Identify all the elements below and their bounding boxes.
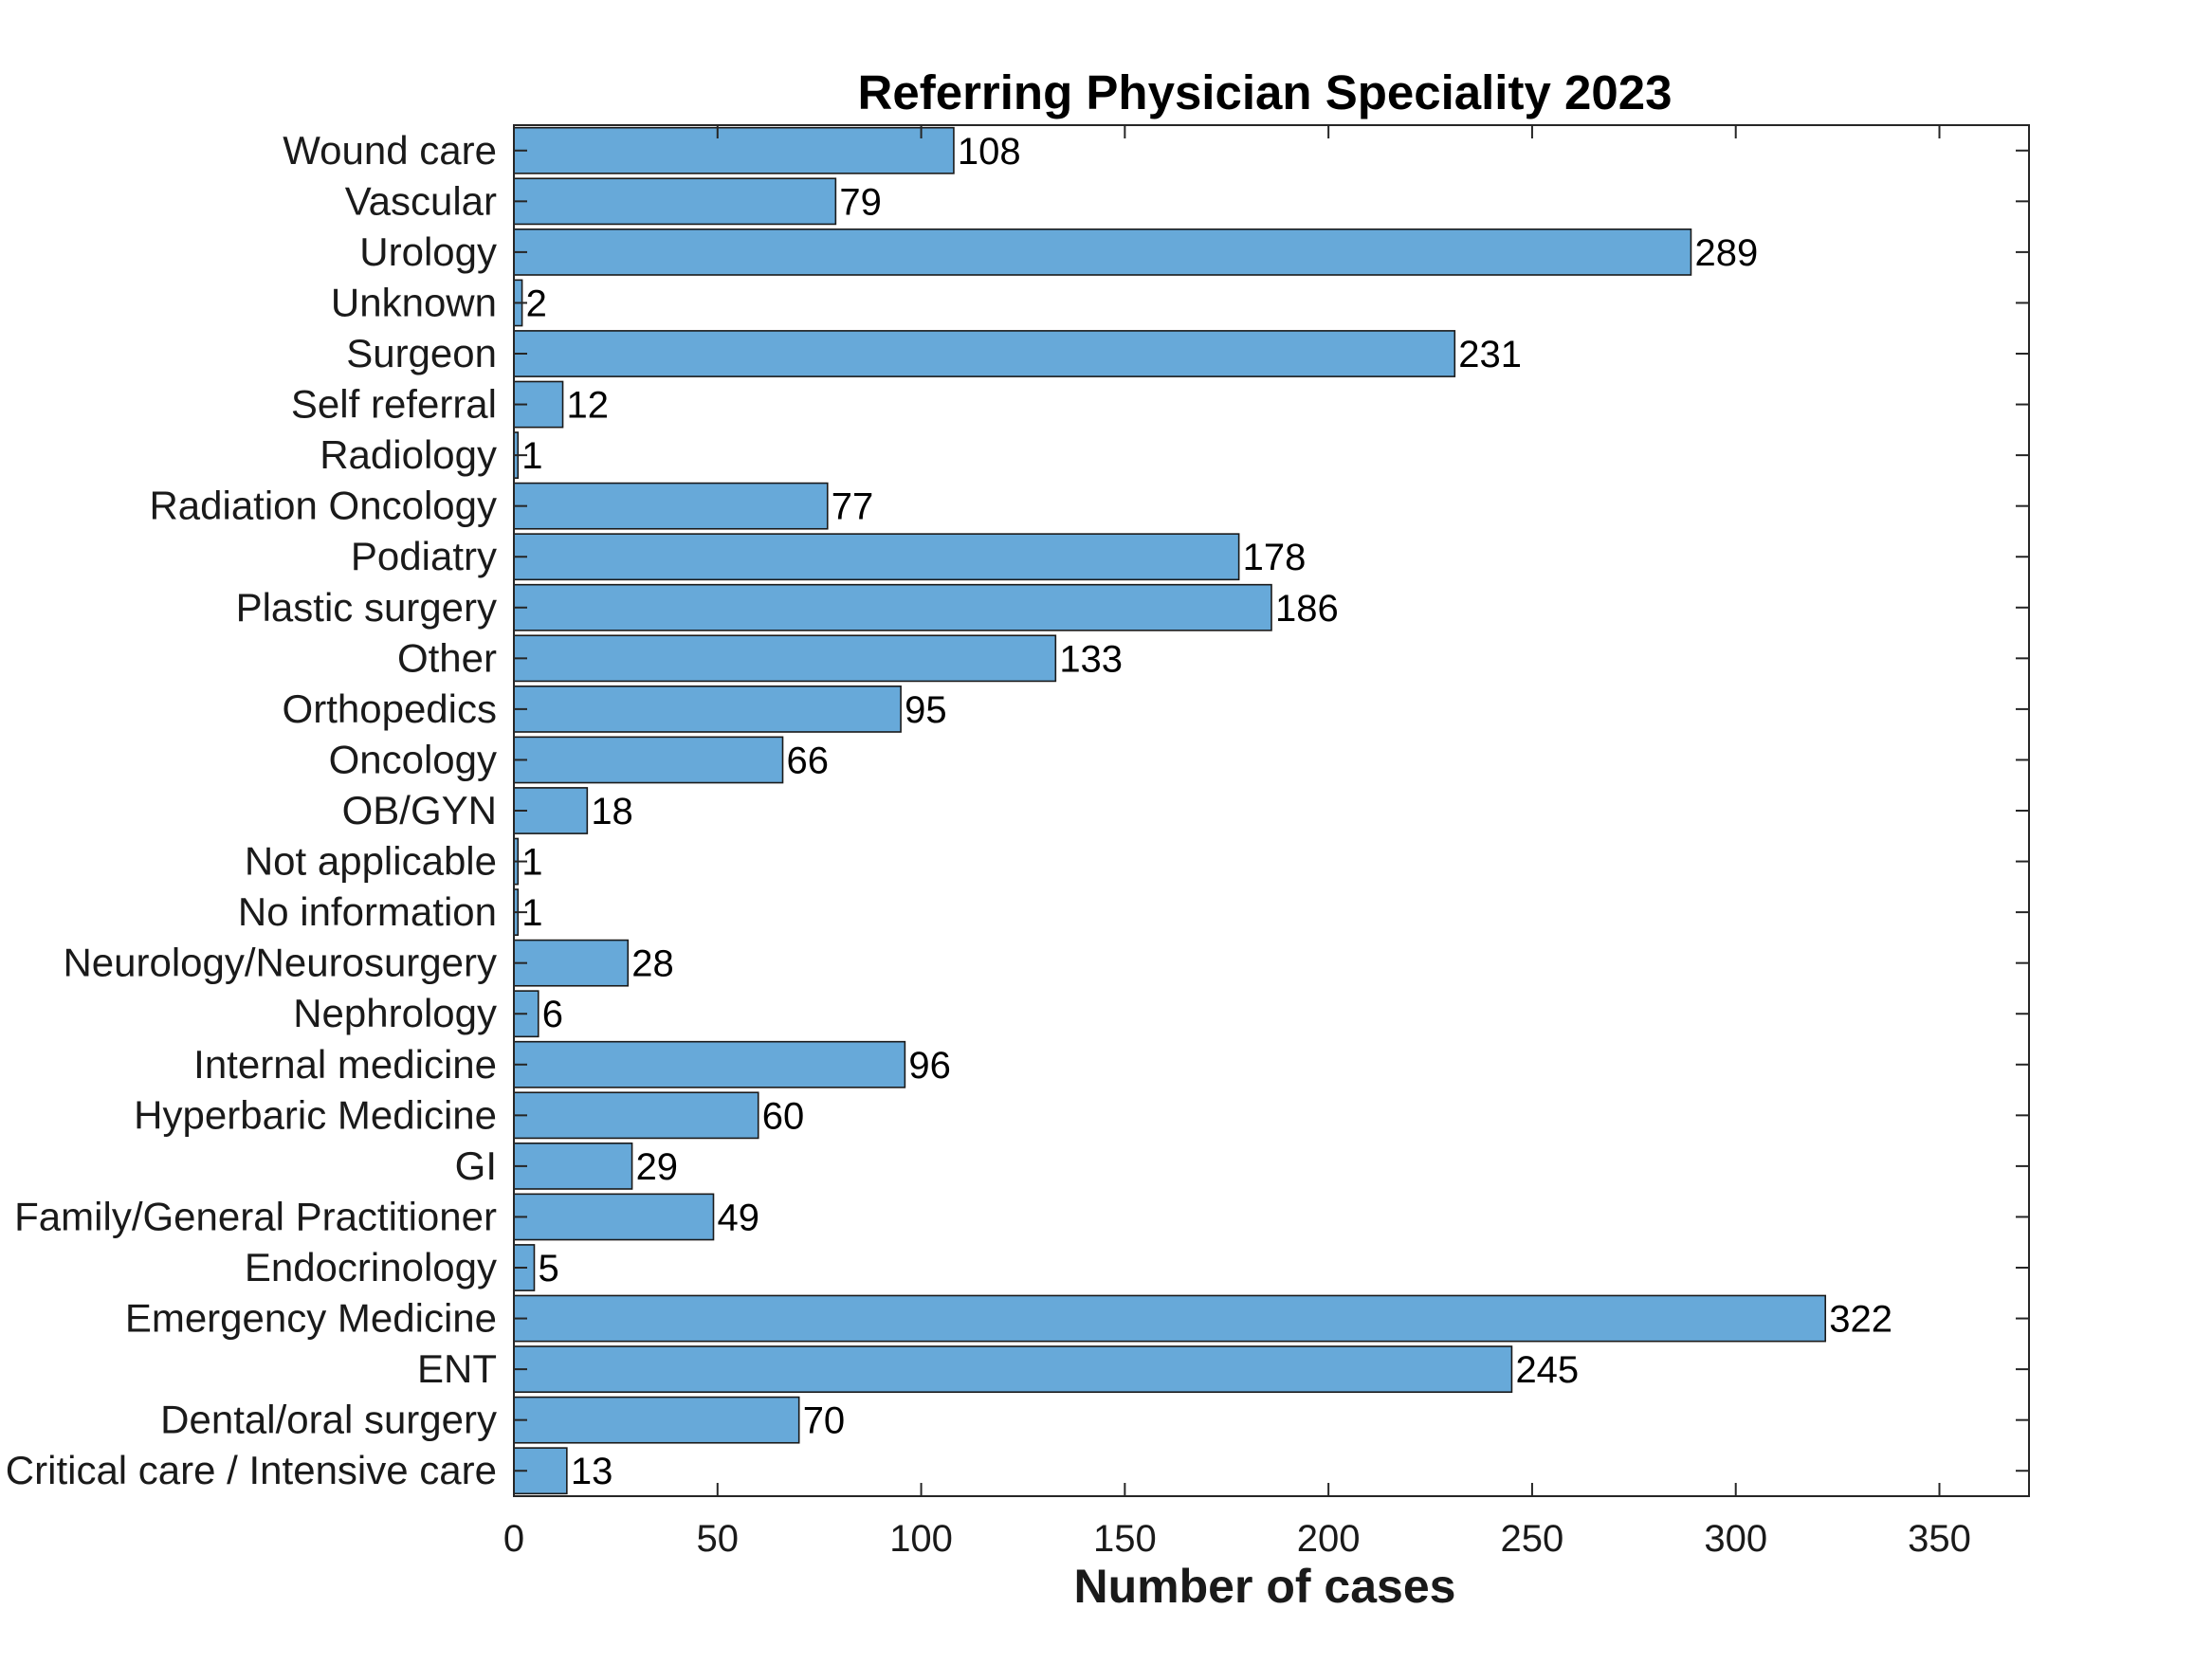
bar	[513, 1345, 1513, 1394]
bars-layer: 108 79 289 2 231 12 1 77 178 186 133 95 66 18 1 1 28 6 96 6…	[513, 126, 1892, 1495]
value-label: 6	[542, 994, 563, 1035]
value-label: 186	[1275, 588, 1339, 630]
value-label: 1	[521, 842, 542, 884]
category-label: Endocrinology	[245, 1245, 497, 1289]
value-label: 60	[762, 1095, 805, 1137]
category-label: Urology	[359, 229, 497, 274]
bar	[513, 1396, 800, 1444]
x-tick-label: 250	[1501, 1518, 1564, 1560]
category-label: Unknown	[331, 280, 497, 324]
x-tick-label: 100	[889, 1518, 953, 1560]
bar	[513, 736, 784, 784]
category-label: Plastic surgery	[236, 585, 497, 630]
x-axis-title: Number of cases	[1074, 1560, 1456, 1613]
category-label: Hyperbaric Medicine	[134, 1092, 497, 1137]
value-label: 29	[636, 1146, 679, 1188]
value-label: 49	[717, 1197, 759, 1238]
category-label: Podiatry	[351, 534, 497, 578]
value-label: 18	[591, 791, 633, 832]
bar	[513, 533, 1240, 581]
axes-layer: Wound care Vascular Urology Unknown Surgeon S…	[6, 124, 2030, 1560]
value-label: 70	[803, 1400, 846, 1442]
value-label: 79	[839, 181, 882, 223]
category-label: Dental/oral surgery	[160, 1398, 497, 1442]
category-label: Other	[397, 635, 497, 680]
value-label: 289	[1694, 232, 1758, 274]
category-label: Vascular	[345, 178, 497, 223]
category-label: Not applicable	[245, 839, 497, 884]
x-tick-label: 300	[1704, 1518, 1767, 1560]
x-tick-label: 350	[1908, 1518, 1971, 1560]
category-label: Nephrology	[293, 991, 497, 1035]
value-label: 178	[1243, 537, 1307, 578]
bar	[513, 1294, 1827, 1343]
x-tick-label: 0	[503, 1518, 524, 1560]
bar	[513, 634, 1057, 683]
bar	[513, 126, 955, 174]
bar	[513, 1193, 715, 1241]
bar	[513, 482, 829, 530]
value-label: 13	[571, 1451, 613, 1492]
category-label: No information	[238, 889, 497, 934]
value-label: 28	[631, 943, 674, 985]
category-label: Self referral	[291, 382, 497, 427]
bar	[513, 1091, 759, 1140]
x-tick-label: 50	[697, 1518, 740, 1560]
bar	[513, 228, 1692, 276]
category-label: GI	[455, 1143, 497, 1188]
category-label: Family/General Practitioner	[14, 1194, 497, 1238]
value-label: 5	[538, 1248, 558, 1289]
value-label: 66	[787, 740, 830, 781]
value-label: 77	[832, 486, 874, 528]
category-label: Wound care	[283, 128, 497, 173]
bar	[513, 685, 902, 733]
category-label: Internal medicine	[193, 1042, 497, 1087]
category-label: Radiology	[320, 432, 497, 477]
x-tick-label: 200	[1297, 1518, 1361, 1560]
category-label: Oncology	[329, 737, 497, 781]
category-label: Critical care / Intensive care	[6, 1448, 497, 1492]
category-label: Emergency Medicine	[125, 1296, 497, 1341]
value-label: 245	[1515, 1349, 1579, 1391]
value-label: 96	[908, 1045, 951, 1087]
bar	[513, 939, 630, 987]
bar	[513, 1142, 633, 1190]
bar	[513, 330, 1456, 377]
value-label: 1	[521, 435, 542, 477]
category-label: Neurology/Neurosurgery	[63, 941, 497, 985]
category-label: OB/GYN	[342, 788, 497, 832]
value-label: 108	[958, 131, 1021, 173]
category-label: Radiation Oncology	[149, 484, 497, 528]
category-label: Surgeon	[346, 331, 497, 375]
value-label: 1	[521, 892, 542, 934]
x-tick-label: 150	[1093, 1518, 1157, 1560]
value-label: 2	[526, 283, 547, 324]
bar	[513, 177, 837, 226]
category-label: Orthopedics	[283, 686, 497, 731]
value-label: 133	[1059, 638, 1123, 680]
bar	[513, 583, 1272, 631]
value-label: 322	[1829, 1299, 1892, 1341]
value-label: 95	[905, 689, 947, 731]
bar	[513, 1040, 906, 1088]
value-label: 12	[567, 385, 610, 427]
value-label: 231	[1458, 334, 1522, 375]
category-label: ENT	[417, 1346, 497, 1391]
chart-title: Referring Physician Speciality 2023	[858, 65, 1673, 119]
